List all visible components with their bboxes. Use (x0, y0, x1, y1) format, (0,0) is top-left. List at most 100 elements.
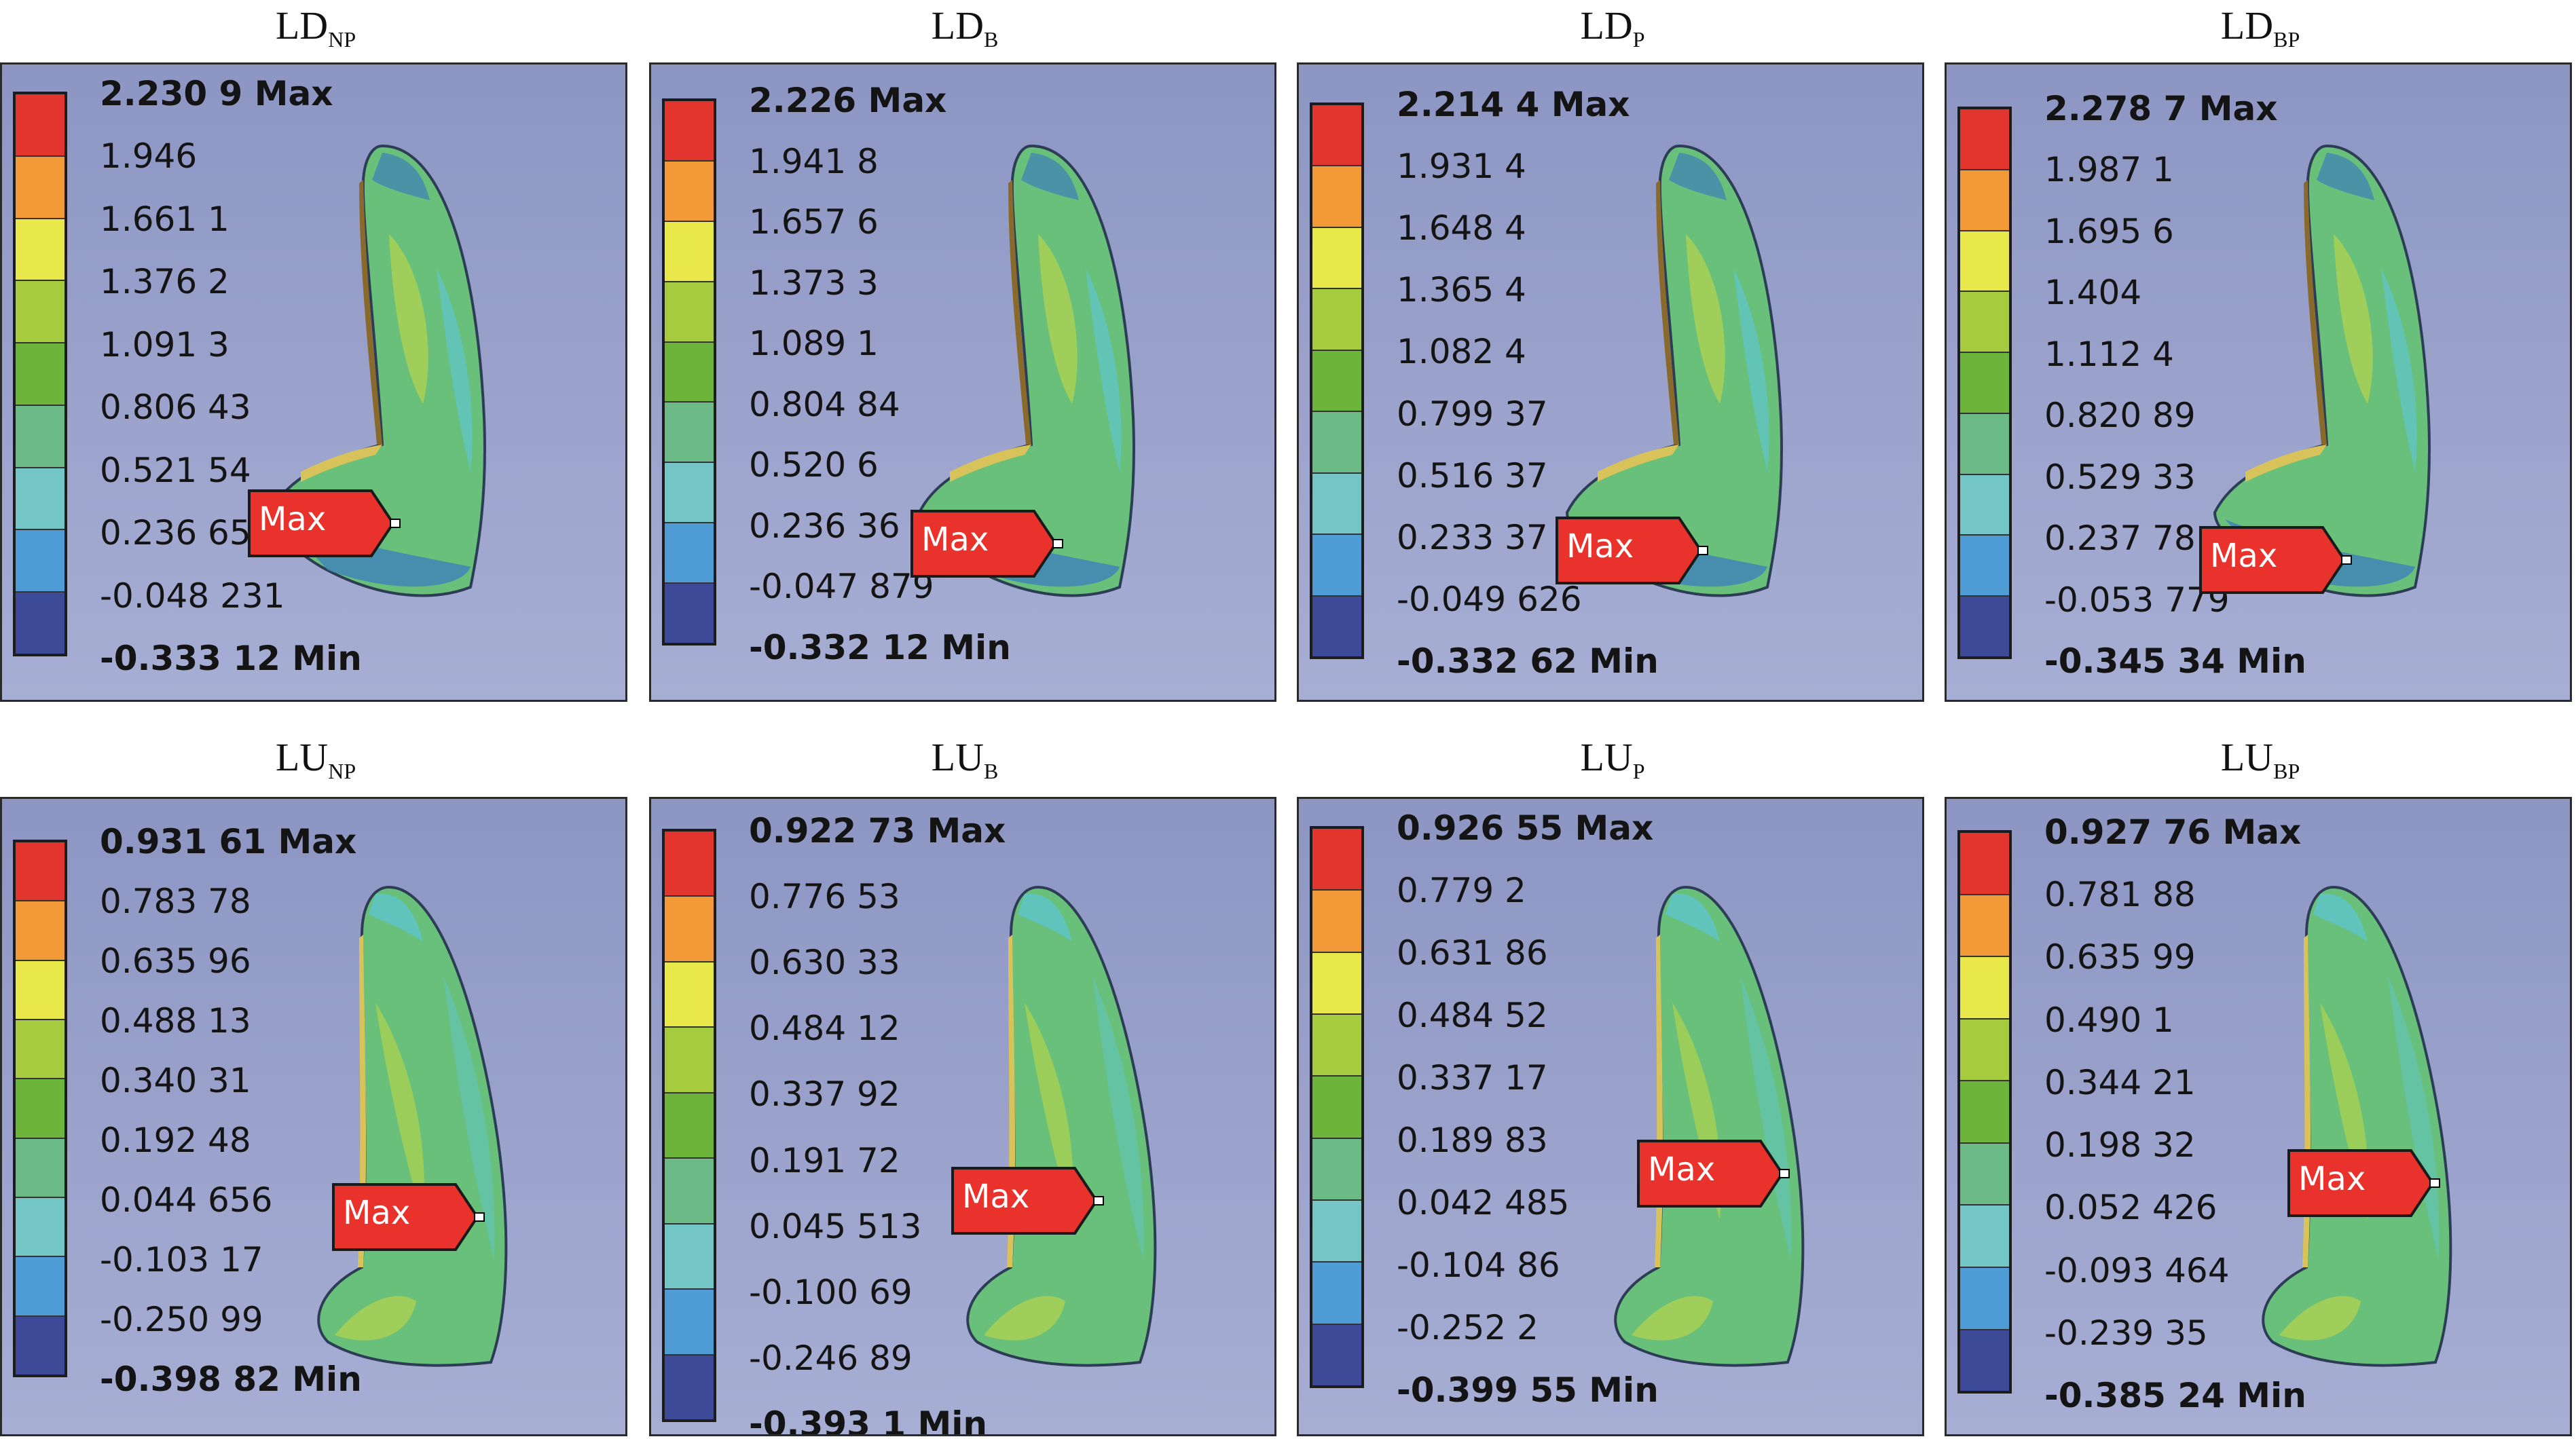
legend-swatch (1960, 413, 2009, 475)
legend-swatch (1312, 1263, 1361, 1325)
max-marker-shape (2199, 526, 2352, 594)
legend-swatch (16, 405, 65, 468)
max-marker-label: Max (921, 521, 989, 559)
panel-title-subscript: NP (328, 759, 356, 783)
tooth-render (917, 144, 1135, 597)
legend-max-label: 2.226 Max (749, 81, 947, 120)
legend-swatch (16, 1257, 65, 1317)
legend-swatch (1960, 833, 2009, 895)
legend-level-label: -0.103 17 (100, 1240, 263, 1279)
max-location-marker: Max (2199, 525, 2355, 603)
legend-swatch (1312, 1014, 1361, 1077)
legend-level-label: 0.521 54 (100, 450, 251, 490)
color-legend-bar (662, 829, 716, 1422)
legend-swatch (1312, 412, 1361, 474)
legend-max-label: 0.922 73 Max (749, 811, 1006, 851)
legend-level-label: -0.239 35 (2044, 1313, 2208, 1353)
legend-level-label: 1.373 3 (749, 263, 879, 303)
tooth-model (966, 885, 1157, 1367)
panel-title-subscript: B (983, 27, 999, 52)
legend-level-label: 1.661 1 (100, 199, 229, 239)
panel-title-ld-b: LDB (649, 3, 1281, 52)
legend-min-label: -0.332 62 Min (1397, 641, 1659, 681)
panel-title-ld-p: LDP (1297, 3, 1928, 52)
panel-title-ld-bp: LDBP (1945, 3, 2576, 52)
legend-level-label: 0.198 32 (2044, 1125, 2196, 1165)
color-legend-bar (1310, 826, 1364, 1388)
max-marker-label: Max (1566, 527, 1634, 565)
legend-swatch (665, 1093, 714, 1159)
legend-swatch (16, 901, 65, 961)
legend-level-label: 1.648 4 (1397, 208, 1526, 248)
contour-panel-ld-bp: 2.278 7 Max 1.987 1 1.695 6 1.404 1.112 4 0.8… (1945, 62, 2572, 702)
max-marker-label: Max (2298, 1160, 2366, 1198)
tooth-render (317, 885, 508, 1367)
tooth-render (2213, 144, 2431, 597)
legend-swatch (16, 343, 65, 406)
legend-level-label: 0.484 52 (1397, 996, 1548, 1035)
legend-swatch (1312, 1324, 1361, 1385)
legend-swatch (665, 161, 714, 222)
legend-swatch (665, 101, 714, 162)
legend-swatch (16, 94, 65, 157)
legend-min-label: -0.385 24 Min (2044, 1376, 2306, 1415)
max-marker-shape (910, 510, 1063, 578)
legend-max-label: 0.927 76 Max (2044, 812, 2302, 852)
legend-swatch (1312, 473, 1361, 536)
legend-swatch (1960, 1019, 2009, 1082)
legend-swatch (16, 156, 65, 219)
max-marker-shape (1637, 1140, 1790, 1208)
legend-swatch (1960, 1143, 2009, 1206)
legend-swatch (16, 281, 65, 344)
legend-swatch (1312, 596, 1361, 656)
panel-title-lu-p: LUP (1297, 734, 1928, 784)
panel-title-lu-bp: LUBP (1945, 734, 2576, 784)
panel-title-ld-np: LDNP (0, 3, 631, 52)
legend-level-label: 0.779 2 (1397, 871, 1526, 910)
tooth-render (2262, 885, 2452, 1367)
legend-swatch (665, 1224, 714, 1290)
legend-swatch (1960, 536, 2009, 597)
legend-level-label: 0.237 78 (2044, 519, 2196, 559)
legend-level-label: -0.047 879 (749, 567, 934, 607)
contour-panel-lu-p: 0.926 55 Max 0.779 2 0.631 86 0.484 52 0.337… (1297, 797, 1924, 1436)
legend-level-label: 0.044 656 (100, 1180, 273, 1220)
legend-swatch (1960, 170, 2009, 231)
legend-level-label: 1.091 3 (100, 324, 229, 365)
max-marker-shape (1556, 517, 1708, 584)
legend-level-label: 0.820 89 (2044, 396, 2196, 436)
tooth-model (268, 144, 486, 597)
legend-level-label: 1.376 2 (100, 262, 229, 302)
legend-level-label: 1.946 (100, 136, 198, 176)
contour-panel-ld-p: 2.214 4 Max 1.931 4 1.648 4 1.365 4 1.082 4 0… (1297, 62, 1924, 702)
legend-swatch (1312, 891, 1361, 953)
legend-swatch (665, 1355, 714, 1419)
legend-swatch (1960, 597, 2009, 657)
legend-level-label: 0.781 88 (2044, 875, 2196, 915)
legend-level-label: 0.337 92 (749, 1074, 900, 1115)
legend-level-label: 0.776 53 (749, 877, 900, 917)
legend-level-label: -0.053 779 (2044, 580, 2230, 620)
legend-swatch (1312, 829, 1361, 891)
contour-panel-ld-np: 2.230 9 Max 1.946 1.661 1 1.376 2 1.091 3 0.8… (0, 62, 627, 702)
max-marker-label: Max (259, 500, 327, 538)
max-location-marker: Max (951, 1165, 1107, 1244)
legend-swatch (16, 219, 65, 282)
legend-swatch (1960, 1330, 2009, 1391)
legend-swatch (665, 282, 714, 343)
panel-title-subscript: NP (328, 27, 356, 52)
legend-swatch (665, 897, 714, 963)
legend-swatch (665, 342, 714, 403)
legend-swatch (1960, 109, 2009, 170)
legend-level-label: 1.404 (2044, 273, 2142, 313)
panel-title-subscript: P (1632, 759, 1645, 783)
legend-level-label: 0.520 6 (749, 445, 879, 485)
legend-swatch (1312, 166, 1361, 228)
panel-title-subscript: P (1632, 27, 1645, 52)
panel-title-subscript: B (983, 759, 999, 783)
legend-max-label: 0.931 61 Max (100, 822, 357, 861)
legend-level-label: 1.931 4 (1397, 147, 1526, 187)
legend-level-label: 0.236 65 (100, 513, 251, 553)
tooth-render (1614, 885, 1805, 1367)
legend-min-label: -0.332 12 Min (749, 628, 1011, 667)
